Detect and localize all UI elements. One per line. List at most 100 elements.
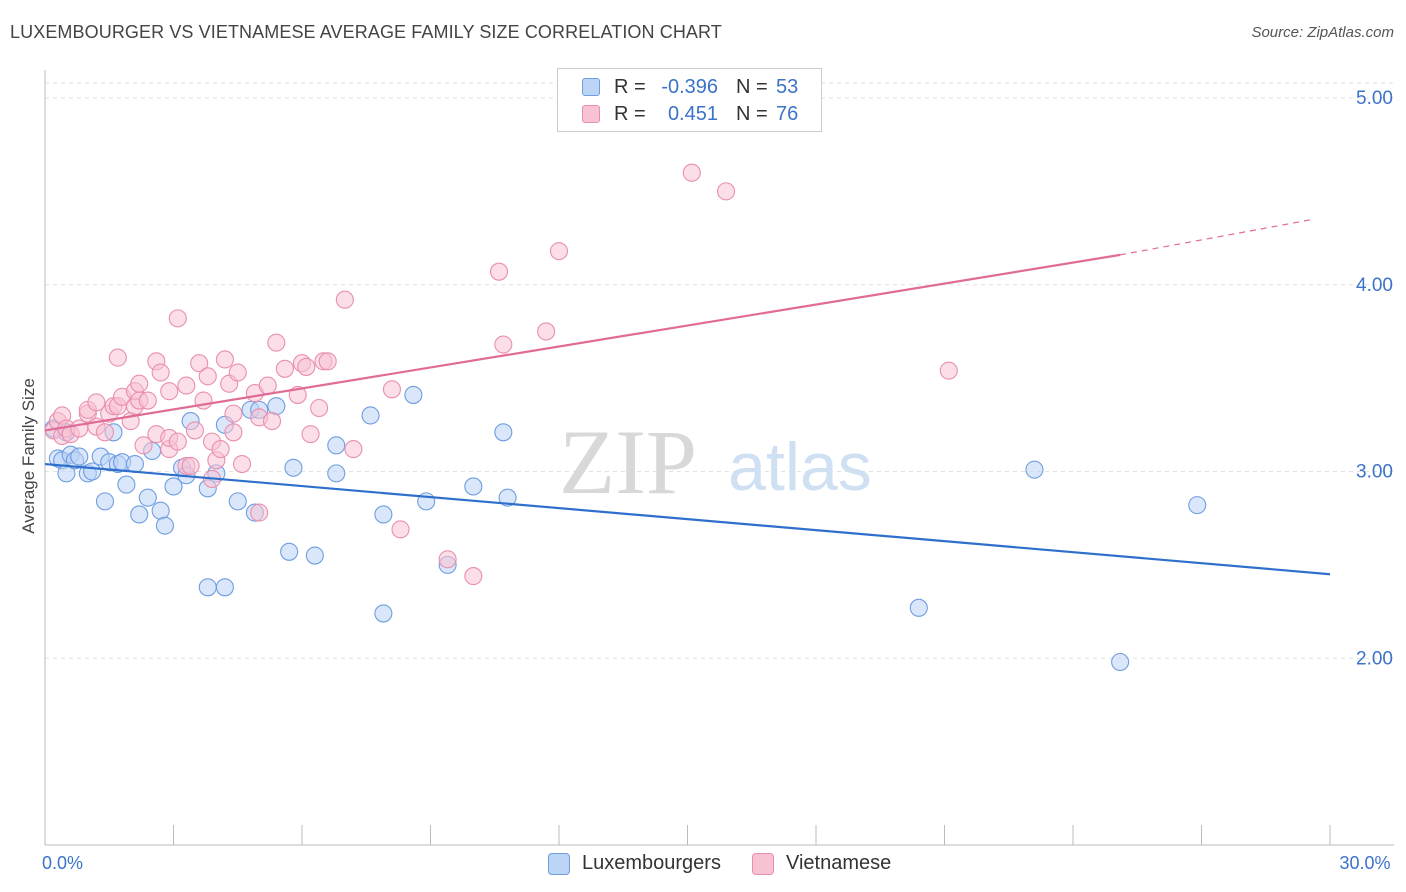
source-label: Source: ZipAtlas.com (1251, 24, 1394, 41)
vietnamese-point (224, 404, 243, 423)
luxembourgers-point (909, 598, 928, 617)
vietnamese-point (108, 348, 127, 367)
luxembourgers-point (164, 477, 183, 496)
luxembourgers-point (361, 406, 380, 425)
legend-n-value: 53 (776, 75, 799, 98)
luxembourgers-point (404, 385, 423, 404)
vietnamese-point (297, 357, 316, 376)
vietnamese-point (344, 440, 363, 459)
vietnamese-point (267, 333, 286, 352)
vietnamese-point (262, 412, 282, 431)
bottom-legend-swatch-blue (548, 852, 570, 875)
legend-r-label: R = (614, 102, 646, 125)
vietnamese-point (160, 382, 179, 401)
luxembourgers-point (498, 488, 517, 507)
vietnamese-point (682, 163, 701, 182)
tick-labels: 2.00 3.00 4.00 5.00 0.0% 30.0% (42, 88, 1393, 873)
luxembourgers-point (464, 477, 483, 496)
vietnamese-point (318, 352, 337, 371)
vietnamese-point (211, 440, 230, 459)
legend-n-label: N = (736, 75, 768, 98)
luxembourgers-trend-line (44, 462, 1331, 576)
legend-r-value: 0.451 (667, 102, 718, 125)
y-tick-label: 3.00 (1356, 462, 1393, 483)
vietnamese-point (232, 454, 252, 474)
bottom-legend-label: Luxembourgers (582, 852, 721, 874)
luxembourgers-point (267, 397, 286, 416)
vietnamese-point (190, 354, 209, 373)
vietnamese-point (87, 393, 106, 412)
legend-swatch-blue (582, 78, 600, 96)
vietnamese-trend-extension (1120, 218, 1313, 256)
vietnamese-point (215, 350, 234, 369)
vietnamese-point (185, 421, 204, 440)
vietnamese-point (939, 361, 958, 380)
y-axis-label: Average Family Size (19, 378, 38, 534)
luxembourgers-point (125, 454, 144, 474)
grid-lines (45, 82, 1394, 659)
vietnamese-point (228, 363, 247, 382)
luxembourgers-point (327, 436, 346, 455)
luxembourgers-point (215, 578, 234, 597)
vietnamese-point (70, 419, 89, 438)
chart-title: LUXEMBOURGER VS VIETNAMESE AVERAGE FAMIL… (10, 22, 722, 42)
vietnamese-point (716, 182, 736, 201)
legend-row-luxembourgers: R = -0.396 N = 53 (582, 75, 798, 99)
vietnamese-points (44, 163, 958, 586)
bottom-legend-luxembourgers: Luxembourgers (548, 852, 721, 875)
vietnamese-point (438, 550, 457, 569)
luxembourgers-point (1025, 460, 1044, 479)
luxembourgers-point (117, 475, 136, 494)
vietnamese-point (224, 423, 243, 442)
y-tick-label: 2.00 (1356, 648, 1393, 669)
luxembourgers-point (83, 462, 102, 481)
bottom-legend-label: Vietnamese (786, 852, 892, 874)
vietnamese-point (310, 398, 329, 418)
vietnamese-point (549, 242, 569, 261)
vietnamese-point (301, 425, 320, 444)
luxembourgers-point (280, 542, 299, 561)
vietnamese-point (151, 363, 170, 382)
luxembourgers-point (1188, 496, 1207, 515)
y-tick-label: 4.00 (1356, 275, 1393, 296)
y-tick-label: 5.00 (1356, 88, 1393, 109)
vietnamese-point (335, 290, 354, 309)
vietnamese-point (168, 432, 187, 451)
x-tick-label: 0.0% (42, 853, 83, 873)
luxembourgers-point (374, 604, 393, 623)
luxembourgers-point (284, 458, 303, 477)
luxembourgers-point (327, 464, 346, 483)
luxembourgers-point (1111, 652, 1130, 672)
vietnamese-point (250, 503, 269, 522)
correlation-legend: R = -0.396 N = 53 R = 0.451 N = 76 (557, 68, 822, 132)
vietnamese-point (177, 376, 196, 395)
watermark-zip: ZIP (559, 411, 697, 513)
legend-r-label: R = (614, 75, 646, 98)
luxembourgers-point (228, 492, 247, 511)
vietnamese-point (95, 423, 115, 442)
vietnamese-point (258, 376, 277, 395)
luxembourgers-point (198, 578, 217, 597)
vietnamese-point (382, 380, 402, 399)
luxembourgers-point (151, 501, 170, 520)
vietnamese-point (130, 374, 149, 393)
watermark: ZIP atlas (559, 411, 872, 513)
vietnamese-point (464, 567, 483, 586)
vietnamese-point (134, 436, 153, 455)
luxembourgers-point (155, 516, 174, 535)
vietnamese-point (494, 335, 513, 354)
luxembourgers-point (130, 505, 149, 524)
vietnamese-point (391, 520, 410, 539)
axes (44, 70, 1394, 846)
legend-swatch-pink (582, 105, 600, 123)
legend-n-value: 76 (776, 102, 799, 125)
vietnamese-point (537, 322, 556, 341)
vietnamese-trend-line (44, 253, 1121, 432)
luxembourgers-point (305, 546, 324, 565)
bottom-legend-swatch-pink (752, 852, 774, 875)
watermark-atlas: atlas (728, 429, 872, 505)
luxembourgers-point (494, 423, 513, 442)
trend-lines (44, 218, 1331, 576)
vietnamese-point (489, 262, 509, 281)
luxembourgers-point (374, 505, 393, 524)
